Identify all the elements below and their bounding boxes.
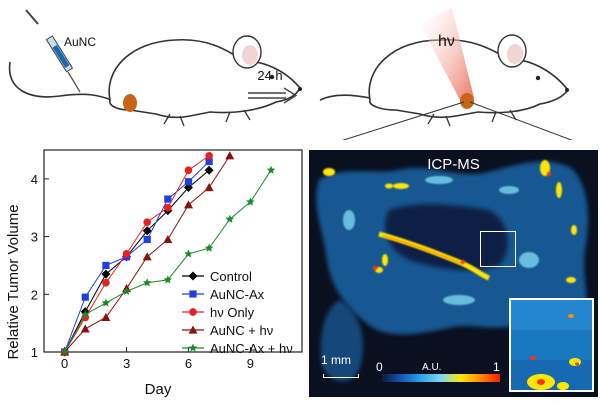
- data-point: [143, 218, 152, 226]
- legend-entry: AuNC-Ax: [182, 287, 265, 302]
- data-point: [81, 309, 90, 319]
- legend-entry: AuNC-Ax + hν: [182, 341, 293, 356]
- y-tick-label: 2: [31, 287, 38, 302]
- legend-entry: AuNC + hν: [182, 323, 273, 338]
- data-point: [204, 243, 214, 252]
- x-tick-label: 0: [61, 356, 68, 371]
- data-point: [189, 290, 197, 298]
- data-point: [225, 151, 235, 160]
- legend-label: AuNC-Ax: [210, 287, 265, 302]
- data-point: [204, 183, 214, 192]
- chart-xlabel: Day: [145, 381, 172, 398]
- series-0: [60, 165, 214, 357]
- light-beam: [420, 8, 474, 104]
- data-point: [143, 235, 151, 244]
- data-point: [142, 278, 152, 287]
- data-point: [184, 178, 193, 186]
- data-point: [183, 183, 193, 193]
- data-point: [205, 151, 213, 160]
- y-tick-label: 1: [31, 345, 38, 360]
- data-point: [122, 286, 131, 296]
- data-point: [80, 324, 90, 333]
- data-point: [102, 278, 110, 287]
- series-line: [64, 169, 210, 353]
- injection-label: AuNC: [64, 35, 96, 49]
- y-tick-label: 3: [31, 230, 38, 245]
- time-label: 24 h: [257, 68, 282, 83]
- data-point: [188, 325, 198, 334]
- data-point: [184, 166, 193, 175]
- icp-ms-map: [316, 160, 589, 382]
- data-point: [102, 261, 110, 270]
- colorbar-unit: A.U.: [422, 362, 442, 373]
- data-point: [60, 347, 69, 356]
- legend-label: AuNC-Ax + hν: [210, 341, 293, 356]
- data-point: [205, 157, 213, 166]
- data-point: [225, 214, 235, 223]
- plot-frame: [43, 149, 303, 353]
- legend-entry: hν Only: [182, 305, 255, 320]
- data-point: [101, 269, 111, 279]
- data-point: [122, 250, 131, 258]
- colorbar-max: 1: [493, 360, 500, 374]
- data-point: [183, 200, 193, 209]
- chart-series: [60, 151, 276, 357]
- icp-ms-panel: ICP-MS 1 mm 0 A.U. 1: [309, 150, 598, 397]
- experiment-scene: AuNC 24 h hν: [8, 8, 573, 140]
- x-tick-label: 3: [123, 356, 130, 371]
- data-point: [163, 275, 173, 284]
- data-point: [164, 203, 172, 212]
- arrow-icon: [248, 87, 298, 104]
- legend-label: hν Only: [210, 305, 255, 320]
- icp-ms-title: ICP-MS: [427, 156, 480, 173]
- data-point: [246, 197, 255, 206]
- scalebar: [323, 374, 359, 378]
- y-tick-label: 4: [31, 172, 38, 187]
- series-4: [60, 165, 276, 356]
- tumor-mouse-2: [460, 93, 474, 109]
- data-point: [164, 195, 172, 203]
- data-point: [101, 298, 111, 307]
- scalebar-label: 1 mm: [321, 353, 351, 367]
- legend-entry: Control: [182, 269, 252, 284]
- data-point: [189, 308, 197, 316]
- zoom-inset: [509, 298, 594, 392]
- data-point: [188, 343, 198, 352]
- colorbar: [382, 374, 500, 382]
- colorbar-min: 0: [376, 360, 383, 374]
- x-tick-label: 9: [247, 356, 254, 371]
- data-point: [142, 226, 152, 236]
- data-point: [163, 234, 173, 244]
- data-point: [101, 312, 111, 321]
- series-3: [60, 151, 235, 356]
- data-point: [188, 271, 198, 281]
- data-point: [81, 293, 89, 301]
- x-tick-label: 6: [185, 356, 192, 371]
- data-point: [184, 249, 193, 258]
- tumor-mouse-1: [123, 94, 137, 112]
- syringe-icon: [25, 9, 81, 93]
- data-point: [142, 252, 152, 261]
- roi-box: [480, 231, 516, 267]
- legend-label: AuNC + hν: [210, 323, 273, 338]
- legend-label: Control: [210, 269, 252, 284]
- chart-ylabel: Relative Tumor Volume: [5, 204, 22, 359]
- data-point: [204, 165, 214, 175]
- data-point: [266, 165, 276, 174]
- zoom-inset-map: [511, 300, 592, 390]
- light-label: hν: [438, 33, 455, 50]
- chart-legend: Control AuNC-Ax hν Only AuNC + hν AuNC-Ax + …: [182, 269, 293, 356]
- series-line: [64, 155, 210, 353]
